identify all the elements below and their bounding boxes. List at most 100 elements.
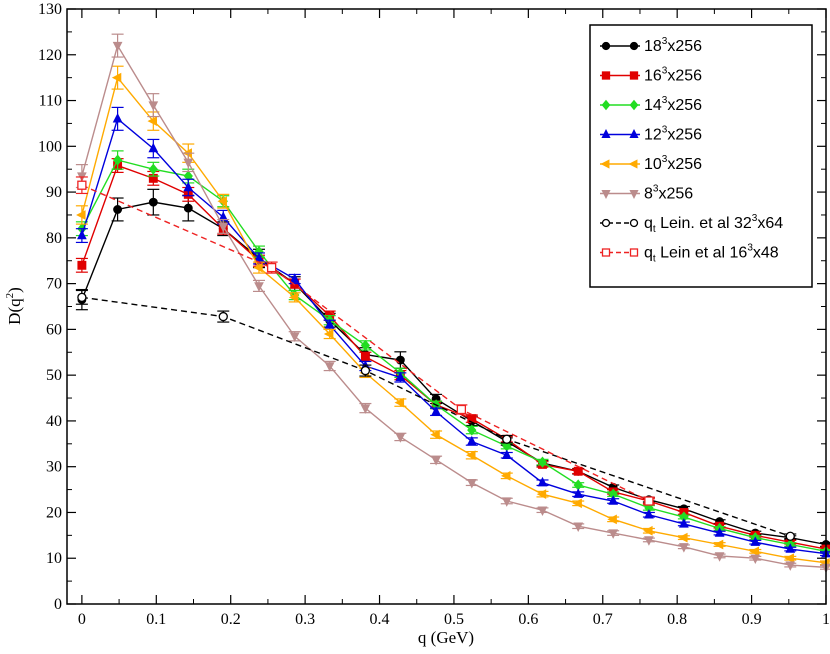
data-point	[113, 205, 123, 214]
y-tick-label: 60	[46, 321, 62, 338]
data-point	[218, 311, 228, 322]
data-point	[266, 262, 277, 273]
y-tick-label: 110	[39, 93, 62, 110]
data-point	[500, 470, 511, 481]
data-point	[183, 158, 194, 169]
legend-marker	[628, 159, 638, 169]
legend-entry: qt Lein. et al 323x64	[600, 213, 783, 235]
data-point	[148, 101, 159, 111]
legend-box	[589, 24, 813, 288]
legend-entry: 143x256	[600, 95, 702, 114]
data-point	[714, 527, 725, 537]
data-point	[112, 41, 123, 52]
data-point	[394, 397, 405, 408]
legend-marker	[601, 41, 611, 51]
legend-marker	[601, 248, 611, 257]
data-point	[148, 142, 159, 153]
data-point	[324, 362, 335, 372]
y-tick-label: 20	[46, 504, 62, 521]
data-point	[148, 163, 158, 175]
y-tick-label: 0	[54, 596, 62, 613]
data-point	[253, 262, 263, 273]
data-point	[217, 196, 227, 207]
legend-marker	[601, 218, 611, 228]
data-point	[77, 229, 87, 240]
data-point	[183, 203, 193, 213]
x-tick-label: 0	[78, 611, 86, 628]
data-point	[644, 508, 654, 519]
legend-marker	[629, 41, 639, 51]
legend-entry: qt Lein et al 163x48	[600, 243, 779, 265]
y-tick-label: 80	[46, 230, 62, 247]
data-point	[608, 529, 619, 539]
x-tick-label: 0.4	[370, 611, 390, 628]
data-point	[536, 489, 547, 500]
data-point	[537, 506, 548, 516]
data-point	[323, 329, 334, 339]
axis-layer: 0 0.1 0.2 0.3 0.4 0.5 0.6 0.7 0.8 0.9 101020304050…	[38, 1, 830, 628]
data-point	[77, 292, 87, 302]
data-point	[77, 260, 87, 270]
legend-entry: 83x256	[600, 184, 693, 203]
data-point	[288, 292, 299, 303]
data-point	[395, 433, 406, 443]
legend-label: 103x256	[644, 154, 702, 173]
data-point	[466, 479, 477, 489]
data-point	[750, 536, 761, 546]
legend-marker	[629, 99, 639, 111]
data-point	[183, 181, 194, 192]
data-point	[573, 522, 584, 532]
legend-marker	[629, 190, 639, 199]
data-point	[77, 180, 87, 190]
data-point	[360, 365, 371, 376]
data-point	[501, 497, 512, 507]
y-tick-label: 50	[46, 367, 62, 384]
x-tick-label: 0.6	[518, 611, 538, 628]
y-axis-title: D(q2)	[4, 287, 24, 325]
data-point	[785, 543, 796, 553]
series-5	[75, 65, 830, 568]
data-point	[679, 543, 689, 553]
data-point	[254, 282, 264, 292]
data-point	[501, 449, 512, 459]
data-point	[785, 561, 796, 571]
data-point	[289, 273, 300, 283]
legend-label: 143x256	[644, 95, 702, 114]
data-point	[643, 525, 653, 536]
y-tick-label: 10	[46, 550, 62, 567]
data-point	[466, 435, 477, 446]
series-line	[81, 164, 827, 550]
legend: 183x256 163x256 143x256 123x256 103x256 83x25…	[589, 24, 813, 288]
y-tick-label: 120	[38, 47, 62, 64]
data-point	[644, 536, 654, 546]
series-line	[81, 159, 827, 553]
data-point	[289, 332, 300, 343]
data-point	[607, 514, 617, 525]
x-tick-label: 0.7	[593, 611, 613, 628]
data-point	[430, 429, 440, 440]
series-3	[75, 150, 830, 557]
legend-entry: 123x256	[600, 125, 702, 144]
legend-marker	[629, 71, 639, 80]
data-point	[76, 210, 86, 220]
data-point	[537, 456, 548, 468]
data-point	[573, 488, 584, 498]
y-tick-label: 40	[46, 413, 62, 430]
y-tick-label: 100	[38, 138, 62, 155]
legend-marker	[601, 129, 611, 138]
series-line	[81, 76, 827, 564]
legend-entry: 103x256	[600, 154, 702, 173]
legend-label: 163x256	[644, 66, 702, 85]
series-layer	[75, 33, 830, 574]
legend-marker	[629, 248, 639, 257]
legend-label: qt Lein et al 163x48	[644, 243, 779, 265]
legend-label: qt Lein. et al 323x64	[644, 213, 783, 235]
x-axis-title: q (GeV)	[418, 628, 474, 647]
x-tick-label: 0.1	[146, 611, 166, 628]
data-point	[360, 352, 370, 362]
data-point	[111, 72, 122, 83]
x-tick-label: 0.3	[295, 611, 315, 628]
legend-marker	[629, 218, 639, 228]
data-point	[785, 531, 795, 541]
legend-marker	[600, 159, 610, 169]
